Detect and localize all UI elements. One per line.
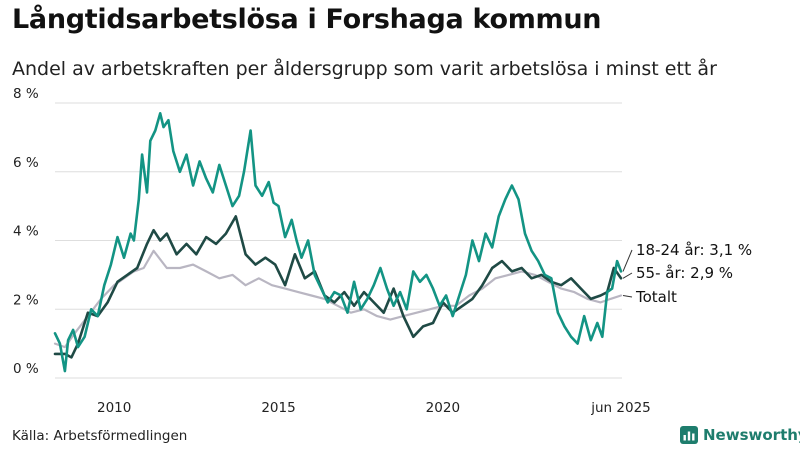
series-line xyxy=(53,215,623,359)
x-tick-label: 2020 xyxy=(426,400,460,416)
brand-logo[interactable]: Newsworthy xyxy=(680,426,800,444)
y-tick-label: 2 % xyxy=(13,292,39,308)
brand-name: Newsworthy xyxy=(703,426,800,444)
newsworthy-icon xyxy=(680,426,698,444)
x-tick-label: 2010 xyxy=(97,400,131,416)
series-end-label: 18-24 år: 3,1 % xyxy=(636,241,752,259)
x-tick-label: 2015 xyxy=(261,400,295,416)
label-leader-line xyxy=(622,272,633,279)
chart-title: Långtidsarbetslösa i Forshaga kommun xyxy=(12,4,602,35)
y-tick-label: 0 % xyxy=(13,361,39,377)
series-line xyxy=(53,112,623,373)
label-leader-line xyxy=(622,249,633,272)
source-note: Källa: Arbetsförmedlingen xyxy=(12,428,188,444)
chart-subtitle: Andel av arbetskraften per åldersgrupp s… xyxy=(12,58,717,80)
y-tick-label: 6 % xyxy=(13,155,39,171)
y-tick-label: 4 % xyxy=(13,224,39,240)
series-end-label: 55- år: 2,9 % xyxy=(636,264,733,282)
label-leader-line xyxy=(622,295,633,298)
y-tick-label: 8 % xyxy=(13,86,39,102)
series-end-label: Totalt xyxy=(635,288,677,306)
x-tick-label: jun 2025 xyxy=(590,400,651,416)
